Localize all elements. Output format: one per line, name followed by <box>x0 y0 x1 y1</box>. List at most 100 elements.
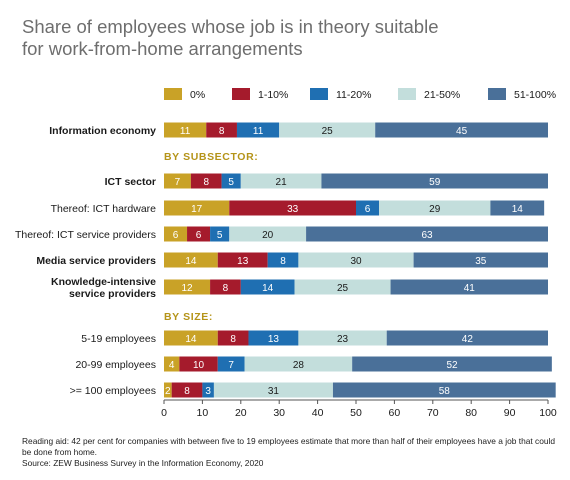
bar-segment-2-1 <box>229 200 356 216</box>
legend-swatch-4 <box>488 88 506 100</box>
x-tick-label-7: 70 <box>427 407 439 419</box>
data-label-5-4: 41 <box>464 283 476 294</box>
legend-label-4: 51-100% <box>514 89 556 101</box>
data-label-6-2: 13 <box>268 334 280 345</box>
data-label-2-0: 17 <box>191 204 203 215</box>
bar-segment-2-0 <box>164 200 230 216</box>
bar-segment-5-4 <box>390 279 548 295</box>
section-header-0: BY SUBSECTOR: <box>164 151 258 163</box>
data-label-2-2: 6 <box>365 204 371 215</box>
x-tick-label-5: 50 <box>350 407 362 419</box>
bar-segment-5-0 <box>164 279 211 295</box>
bar-segment-6-4 <box>386 330 548 346</box>
bar-segment-3-3 <box>229 226 307 242</box>
bar-segment-3-0 <box>164 226 188 242</box>
data-label-7-4: 52 <box>446 360 458 371</box>
legend-label-1: 1-10% <box>258 89 288 101</box>
bar-segment-7-3 <box>244 356 353 372</box>
bar-segment-3-1 <box>187 226 211 242</box>
bar-segment-4-3 <box>298 252 414 268</box>
data-label-8-2: 3 <box>205 386 211 397</box>
legend-swatch-1 <box>232 88 250 100</box>
x-tick-label-4: 40 <box>312 407 324 419</box>
data-label-6-3: 23 <box>337 334 349 345</box>
chart-title: Share of employees whose job is in theor… <box>22 16 552 60</box>
data-label-7-1: 10 <box>193 360 205 371</box>
data-label-4-0: 14 <box>185 256 197 267</box>
bar-segment-8-1 <box>171 382 203 398</box>
row-label-7-0: 20-99 employees <box>75 359 156 371</box>
bar-segment-8-2 <box>202 382 214 398</box>
bar-segment-1-0 <box>164 173 191 189</box>
bar-segment-3-2 <box>210 226 230 242</box>
bar-segment-7-2 <box>217 356 245 372</box>
bar-segment-8-0 <box>164 382 172 398</box>
data-label-4-3: 30 <box>350 256 362 267</box>
legend-label-2: 11-20% <box>336 89 371 101</box>
data-label-7-0: 4 <box>169 360 175 371</box>
footnote: Reading aid: 42 per cent for companies w… <box>22 436 557 469</box>
chart-title-line-2: for work-from-home arrangements <box>22 38 303 59</box>
bar-segment-1-1 <box>190 173 222 189</box>
bar-segment-6-1 <box>217 330 249 346</box>
data-label-1-3: 21 <box>276 177 288 188</box>
data-label-0-4: 45 <box>456 126 468 137</box>
row-label-5-0: Knowledge-intensive <box>51 276 156 288</box>
data-label-6-0: 14 <box>185 334 197 345</box>
data-label-6-4: 42 <box>462 334 474 345</box>
x-tick-label-2: 20 <box>235 407 247 419</box>
bar-segment-0-3 <box>279 122 376 138</box>
bar-segment-1-4 <box>321 173 548 189</box>
data-label-1-1: 8 <box>203 177 209 188</box>
data-label-2-1: 33 <box>287 204 299 215</box>
bar-segment-7-1 <box>179 356 218 372</box>
legend-swatch-2 <box>310 88 328 100</box>
data-label-8-0: 2 <box>165 386 171 397</box>
legend-swatch-3 <box>398 88 416 100</box>
row-label-6-0: 5-19 employees <box>81 333 156 345</box>
x-tick-label-6: 60 <box>389 407 401 419</box>
row-label-2-0: Thereof: ICT hardware <box>51 203 157 215</box>
bar-segment-8-4 <box>332 382 556 398</box>
bar-segment-6-0 <box>164 330 218 346</box>
data-label-5-3: 25 <box>337 283 349 294</box>
bar-segment-4-4 <box>413 252 548 268</box>
data-label-0-2: 11 <box>253 126 264 137</box>
data-label-0-3: 25 <box>322 126 334 137</box>
bar-segment-0-0 <box>164 122 207 138</box>
row-label-1-0: ICT sector <box>105 176 156 188</box>
data-label-3-1: 6 <box>196 230 202 241</box>
bar-segment-6-2 <box>248 330 299 346</box>
row-label-5-1: service providers <box>69 288 156 300</box>
bar-segment-2-4 <box>490 200 545 216</box>
data-label-4-1: 13 <box>237 256 249 267</box>
bar-segment-7-4 <box>352 356 552 372</box>
x-tick-label-0: 0 <box>161 407 167 419</box>
data-label-3-0: 6 <box>173 230 179 241</box>
bar-segment-0-2 <box>236 122 280 138</box>
data-label-5-1: 8 <box>223 283 229 294</box>
bar-segment-1-2 <box>221 173 241 189</box>
data-label-8-1: 8 <box>184 386 190 397</box>
reading-aid-text: Reading aid: 42 per cent for companies w… <box>22 436 556 457</box>
bar-segment-3-4 <box>306 226 548 242</box>
data-label-0-1: 8 <box>219 126 225 137</box>
bar-segment-7-0 <box>164 356 180 372</box>
bar-segment-8-3 <box>213 382 333 398</box>
data-label-8-4: 58 <box>439 386 451 397</box>
bar-segment-2-2 <box>356 200 380 216</box>
legend-label-0: 0% <box>190 89 205 101</box>
legend-swatch-0 <box>164 88 182 100</box>
x-tick-label-8: 80 <box>465 407 477 419</box>
x-tick-label-10: 100 <box>539 407 557 419</box>
data-label-6-1: 8 <box>230 334 236 345</box>
data-label-7-3: 28 <box>293 360 305 371</box>
x-tick-label-1: 10 <box>197 407 209 419</box>
bar-segment-0-1 <box>206 122 237 138</box>
bar-segment-5-3 <box>294 279 391 295</box>
data-label-3-4: 63 <box>421 230 433 241</box>
data-label-3-3: 20 <box>262 230 274 241</box>
data-label-1-2: 5 <box>228 177 234 188</box>
data-label-2-3: 29 <box>429 204 441 215</box>
source-text: Source: ZEW Business Survey in the Infor… <box>22 458 264 468</box>
